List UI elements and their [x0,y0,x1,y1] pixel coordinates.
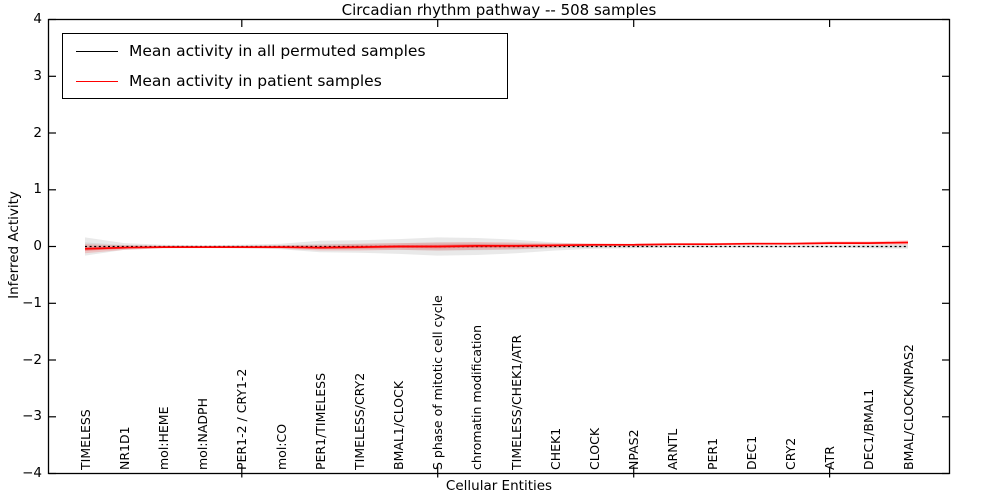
plot-spines [47,18,951,475]
y-tick-label: 3 [33,67,42,84]
x-category-label: ARNTL [665,428,681,470]
plot-area [47,18,951,478]
permuted-line-swatch [76,50,118,52]
x-category-label: mol:NADPH [195,398,211,470]
x-category-label: PER1-2 / CRY1-2 [234,368,250,470]
x-category-label: BMAL/CLOCK/NPAS2 [900,344,916,470]
patient-line-swatch [76,80,118,82]
y-tick-label: −4 [22,465,42,481]
x-category-label: DEC1/BMAL1 [861,388,877,470]
x-category-label: CLOCK [587,427,602,470]
legend-label-patient: Mean activity in patient samples [129,72,382,90]
x-category-label: NR1D1 [116,426,132,470]
y-tick-label: 2 [33,124,42,141]
legend-entry-patient: Mean activity in patient samples [63,66,507,96]
x-category-label: TIMELESS/CHEK1/ATR [508,334,524,470]
x-category-label: NPAS2 [626,429,642,470]
x-category-label: TIMELESS/CRY2 [351,372,367,470]
x-category-label: chromatin modification [469,325,485,470]
legend-entry-permuted: Mean activity in all permuted samples [63,36,507,66]
y-tick-label: −3 [22,408,42,425]
x-category-label: DEC1 [743,435,759,470]
plot-canvas [47,18,951,478]
x-category-label: S phase of mitotic cell cycle [430,295,446,470]
x-category-label: CRY2 [782,437,798,470]
legend: Mean activity in all permuted samples Me… [62,33,508,99]
x-axis-label: Cellular Entities [445,478,553,494]
line-patient [84,241,909,250]
y-tick-label: 1 [33,181,42,198]
legend-label-permuted: Mean activity in all permuted samples [129,42,426,60]
y-tick-label: 4 [33,11,42,27]
x-category-label: PER1 [704,437,720,470]
x-category-label: mol:CO [273,423,289,470]
y-tick-label: −1 [22,294,42,311]
x-category-label: mol:HEME [155,406,171,471]
x-category-label: PER1/TIMELESS [312,372,328,470]
x-category-label: TIMELESS [77,409,93,470]
y-tick-label: −2 [22,351,42,368]
x-category-label: CHEK1 [547,427,563,470]
y-tick-label: 0 [33,238,42,254]
chart-title: Circadian rhythm pathway -- 508 samples [341,1,657,19]
x-category-label: BMAL1/CLOCK [391,380,406,470]
x-category-label: ATR [822,446,838,470]
